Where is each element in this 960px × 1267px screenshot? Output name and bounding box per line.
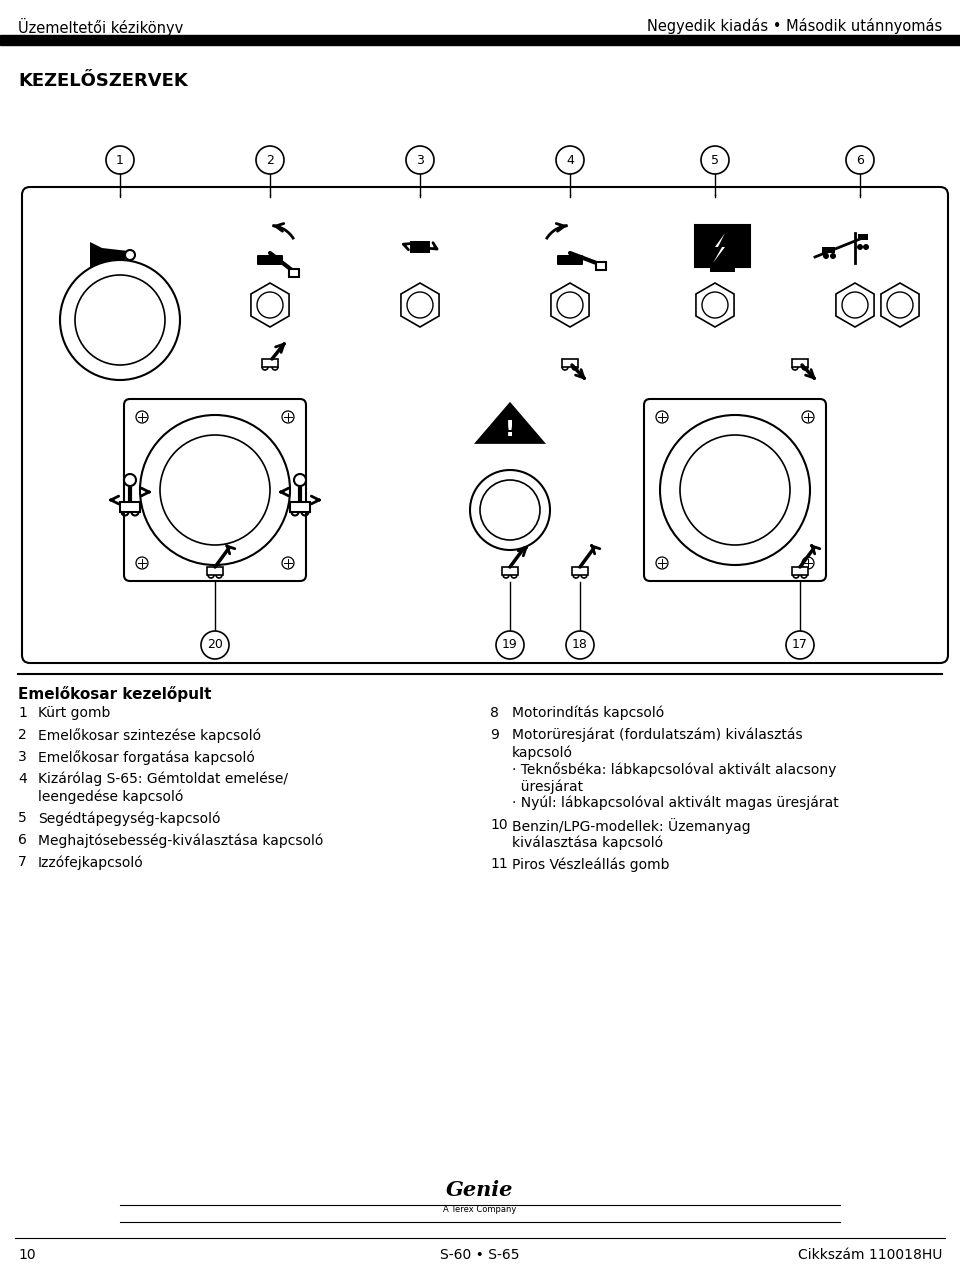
Text: · Teknősbéka: lábkapcsolóval aktivált alacsony: · Teknősbéka: lábkapcsolóval aktivált al… bbox=[512, 761, 836, 777]
Text: Emelőkosar forgatása kapcsoló: Emelőkosar forgatása kapcsoló bbox=[38, 750, 254, 765]
FancyBboxPatch shape bbox=[572, 568, 588, 575]
Bar bbox=[695, 226, 750, 267]
Text: Izzófejkapcsoló: Izzófejkapcsoló bbox=[38, 855, 144, 869]
FancyBboxPatch shape bbox=[557, 255, 583, 265]
Text: 4: 4 bbox=[566, 153, 574, 166]
Text: Cikkszám 110018HU: Cikkszám 110018HU bbox=[798, 1248, 942, 1262]
Polygon shape bbox=[474, 402, 546, 443]
Text: 6: 6 bbox=[856, 153, 864, 166]
Text: Kizárólag S-65: Gémtoldat emelése/: Kizárólag S-65: Gémtoldat emelése/ bbox=[38, 772, 288, 787]
Circle shape bbox=[294, 474, 306, 487]
Circle shape bbox=[573, 255, 583, 265]
FancyBboxPatch shape bbox=[120, 502, 140, 512]
FancyBboxPatch shape bbox=[562, 359, 578, 367]
Bar bbox=[596, 262, 606, 270]
Text: Meghajtósebesség-kiválasztása kapcsoló: Meghajtósebesség-kiválasztása kapcsoló bbox=[38, 832, 324, 848]
Polygon shape bbox=[713, 233, 725, 264]
Text: Emelőkosar kezelőpult: Emelőkosar kezelőpult bbox=[18, 685, 211, 702]
FancyBboxPatch shape bbox=[22, 188, 948, 663]
Text: 1: 1 bbox=[116, 153, 124, 166]
Text: 6: 6 bbox=[18, 832, 27, 848]
FancyBboxPatch shape bbox=[257, 255, 283, 265]
Text: 10: 10 bbox=[490, 818, 508, 832]
Text: Motorüresjárat (fordulatszám) kiválasztás: Motorüresjárat (fordulatszám) kiválasztá… bbox=[512, 729, 803, 742]
FancyBboxPatch shape bbox=[124, 399, 306, 582]
Bar bbox=[410, 241, 430, 253]
Text: 3: 3 bbox=[18, 750, 27, 764]
Text: 7: 7 bbox=[18, 855, 27, 869]
Text: · Nyúl: lábkapcsolóval aktivált magas üresjárat: · Nyúl: lábkapcsolóval aktivált magas ür… bbox=[512, 796, 839, 811]
Text: 2: 2 bbox=[266, 153, 274, 166]
Text: 9: 9 bbox=[490, 729, 499, 742]
Text: kapcsoló: kapcsoló bbox=[512, 745, 573, 759]
FancyBboxPatch shape bbox=[502, 568, 518, 575]
Text: Benzin/LPG-modellek: Üzemanyag: Benzin/LPG-modellek: Üzemanyag bbox=[512, 818, 751, 834]
Circle shape bbox=[124, 474, 136, 487]
FancyBboxPatch shape bbox=[207, 568, 223, 575]
Polygon shape bbox=[822, 247, 835, 253]
Circle shape bbox=[125, 250, 135, 260]
Text: 17: 17 bbox=[792, 639, 808, 651]
FancyBboxPatch shape bbox=[644, 399, 826, 582]
Text: 8: 8 bbox=[490, 706, 499, 720]
Text: 1: 1 bbox=[18, 706, 27, 720]
Text: Genie: Genie bbox=[446, 1180, 514, 1200]
Text: Motorindítás kapcsoló: Motorindítás kapcsoló bbox=[512, 706, 664, 721]
Polygon shape bbox=[90, 242, 102, 269]
Text: 19: 19 bbox=[502, 639, 517, 651]
Text: 4: 4 bbox=[18, 772, 27, 786]
Text: Üzemeltetői kézikönyv: Üzemeltetői kézikönyv bbox=[18, 18, 183, 35]
Circle shape bbox=[857, 245, 863, 250]
Text: 5: 5 bbox=[18, 811, 27, 825]
Text: 11: 11 bbox=[490, 856, 508, 870]
Text: 10: 10 bbox=[18, 1248, 36, 1262]
Text: 5: 5 bbox=[711, 153, 719, 166]
Polygon shape bbox=[102, 248, 128, 262]
Text: Piros Vészleállás gomb: Piros Vészleállás gomb bbox=[512, 856, 669, 872]
Text: Kürt gomb: Kürt gomb bbox=[38, 706, 110, 720]
Text: A Terex Company: A Terex Company bbox=[444, 1205, 516, 1214]
Text: !: ! bbox=[505, 419, 516, 440]
Circle shape bbox=[257, 255, 267, 265]
Circle shape bbox=[863, 245, 869, 250]
Bar bbox=[0, 35, 960, 46]
Bar bbox=[710, 266, 735, 272]
FancyBboxPatch shape bbox=[792, 568, 808, 575]
Circle shape bbox=[273, 255, 283, 265]
FancyBboxPatch shape bbox=[792, 359, 808, 367]
Circle shape bbox=[557, 255, 567, 265]
Text: 3: 3 bbox=[416, 153, 424, 166]
Circle shape bbox=[830, 253, 836, 258]
Polygon shape bbox=[858, 234, 868, 239]
FancyBboxPatch shape bbox=[262, 359, 278, 367]
Text: 2: 2 bbox=[18, 729, 27, 742]
FancyBboxPatch shape bbox=[290, 502, 310, 512]
Text: Segédtápegység-kapcsoló: Segédtápegység-kapcsoló bbox=[38, 811, 221, 826]
Text: Negyedik kiadás • Második utánnyomás: Negyedik kiadás • Második utánnyomás bbox=[647, 18, 942, 34]
Text: leengedése kapcsoló: leengedése kapcsoló bbox=[38, 789, 183, 803]
Bar bbox=[289, 269, 300, 277]
Text: S-60 • S-65: S-60 • S-65 bbox=[441, 1248, 519, 1262]
Text: kiválasztása kapcsoló: kiválasztása kapcsoló bbox=[512, 835, 663, 849]
Text: üresjárat: üresjárat bbox=[512, 779, 583, 793]
Text: 20: 20 bbox=[207, 639, 223, 651]
Circle shape bbox=[823, 253, 829, 258]
Text: KEZELŐSZERVEK: KEZELŐSZERVEK bbox=[18, 72, 188, 90]
Text: 18: 18 bbox=[572, 639, 588, 651]
Text: Emelőkosar szintezése kapcsoló: Emelőkosar szintezése kapcsoló bbox=[38, 729, 261, 742]
